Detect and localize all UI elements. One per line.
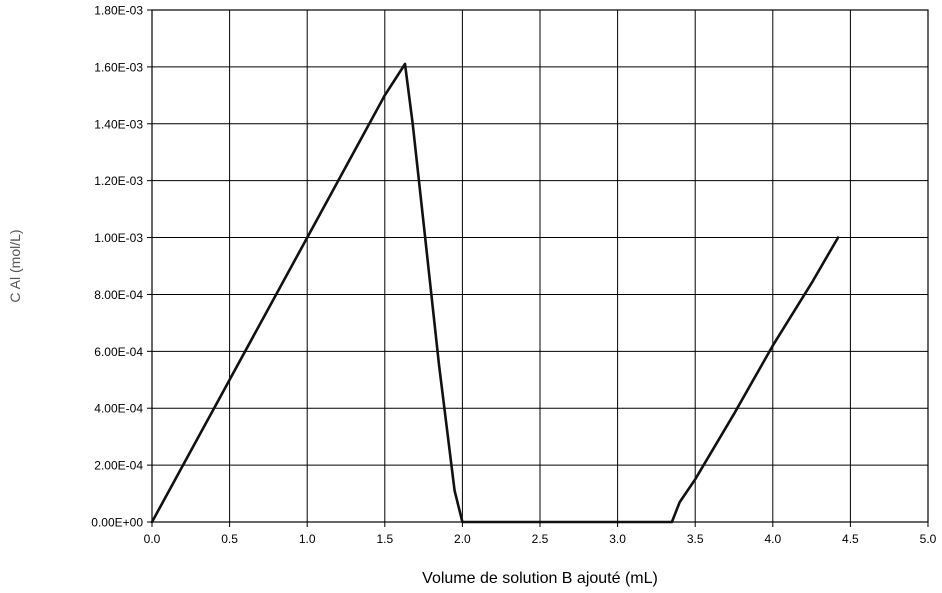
y-axis: 0.00E+00 2.00E-04 4.00E-04 6.00E-04 8.00E-04… — [91, 4, 152, 530]
x-tick-label: 3.0 — [609, 532, 626, 546]
x-tick-label: 5.0 — [920, 532, 937, 546]
x-tick-label: 1.5 — [376, 532, 393, 546]
y-tick-label: 1.20E-03 — [94, 174, 143, 188]
series-line — [150, 62, 840, 524]
y-tick-label: 8.00E-04 — [94, 288, 143, 302]
x-tick-label: 1.0 — [299, 532, 316, 546]
x-tick-label: 3.5 — [687, 532, 704, 546]
y-tick-label: 4.00E-04 — [94, 402, 143, 416]
y-tick-label: 1.40E-03 — [94, 117, 143, 131]
y-axis-label: C Al (mol/L) — [7, 229, 23, 302]
grid — [151, 9, 929, 523]
y-tick-label: 2.00E-04 — [94, 459, 143, 473]
x-tick-label: 4.5 — [842, 532, 859, 546]
y-tick-label: 6.00E-04 — [94, 345, 143, 359]
series-layer — [150, 62, 840, 524]
x-tick-label: 0.5 — [221, 532, 238, 546]
x-tick-label: 0.0 — [144, 532, 161, 546]
y-tick-label: 1.80E-03 — [94, 4, 143, 18]
x-tick-label: 2.5 — [532, 532, 549, 546]
y-tick-label: 0.00E+00 — [91, 516, 143, 530]
x-tick-label: 4.0 — [764, 532, 781, 546]
y-tick-label: 1.60E-03 — [94, 60, 143, 74]
y-tick-label: 1.00E-03 — [94, 231, 143, 245]
x-tick-label: 2.0 — [454, 532, 471, 546]
x-axis-label: Volume de solution B ajouté (mL) — [422, 570, 658, 587]
x-axis: 0.0 0.5 1.0 1.5 2.0 2.5 3.0 3.5 4.0 4.5 5.0 — [144, 522, 937, 546]
